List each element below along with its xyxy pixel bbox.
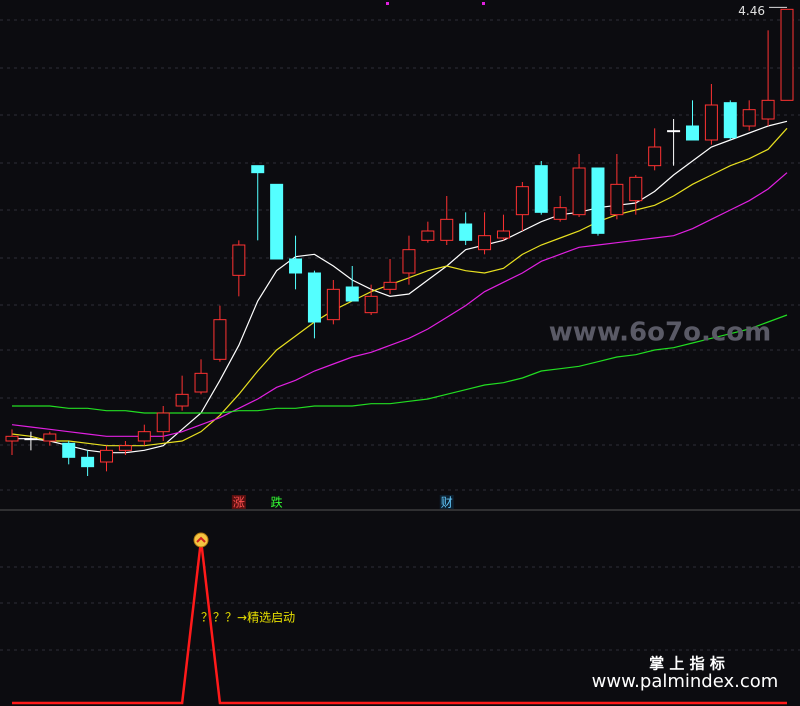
candle-body — [137, 431, 151, 442]
candle-body — [289, 258, 303, 274]
candle-body — [629, 176, 643, 202]
candle-body — [591, 167, 605, 234]
candle-body — [156, 412, 170, 433]
candle-body — [364, 295, 378, 314]
candle-body — [667, 130, 681, 133]
watermark: www.6o7o.com — [549, 318, 771, 348]
watermark: www.palmindex.com — [592, 671, 779, 692]
grid — [0, 2, 800, 651]
candle-body — [440, 218, 454, 241]
candle-body — [270, 183, 284, 260]
candle-body — [5, 435, 19, 442]
candle-body — [43, 433, 57, 442]
candle-body — [307, 272, 321, 323]
candle-body — [232, 244, 246, 276]
candle-body — [383, 281, 397, 290]
candle-body — [62, 442, 76, 458]
annotation: ？？？→精选启动 — [201, 611, 295, 625]
candle-body — [345, 286, 359, 302]
candle-body — [742, 109, 756, 127]
signal-bg — [231, 495, 246, 509]
ma-line — [12, 120, 788, 454]
candle-body — [572, 167, 586, 216]
candle-body — [100, 449, 114, 463]
candle-body — [610, 183, 624, 216]
candle-body — [118, 445, 132, 451]
candle-body — [459, 223, 473, 241]
ma-line — [12, 314, 788, 414]
candle-body — [402, 249, 416, 274]
candle-body — [251, 165, 265, 174]
candle-body — [194, 372, 208, 393]
candle-body — [81, 456, 95, 468]
ma-line — [11, 127, 788, 447]
candle-body — [326, 288, 340, 321]
candle-body — [534, 165, 548, 213]
signal-bg — [439, 495, 454, 509]
candle-body — [723, 102, 737, 139]
signal-icon — [196, 536, 206, 543]
candle-body — [496, 230, 510, 239]
candle-body — [515, 186, 529, 216]
candle-body — [761, 99, 775, 120]
candle-body — [685, 125, 699, 141]
candle-body — [780, 8, 794, 101]
candle-body — [213, 319, 227, 360]
candle-body — [704, 104, 718, 141]
indicator-line — [12, 539, 787, 705]
candle-body — [553, 207, 567, 220]
signal: 跌 — [271, 495, 283, 510]
signal: 财 — [441, 496, 453, 510]
candle-body — [421, 230, 435, 241]
signal: 涨 — [233, 495, 245, 510]
candle-body — [648, 146, 662, 167]
price-label: 4.46 — [738, 4, 765, 18]
watermark: 掌 上 指 标 — [649, 655, 725, 673]
candle-body — [175, 393, 189, 407]
signal-bg — [269, 495, 284, 509]
candle-body — [24, 438, 38, 441]
candle-body — [478, 235, 492, 251]
signal-icon — [193, 532, 209, 548]
